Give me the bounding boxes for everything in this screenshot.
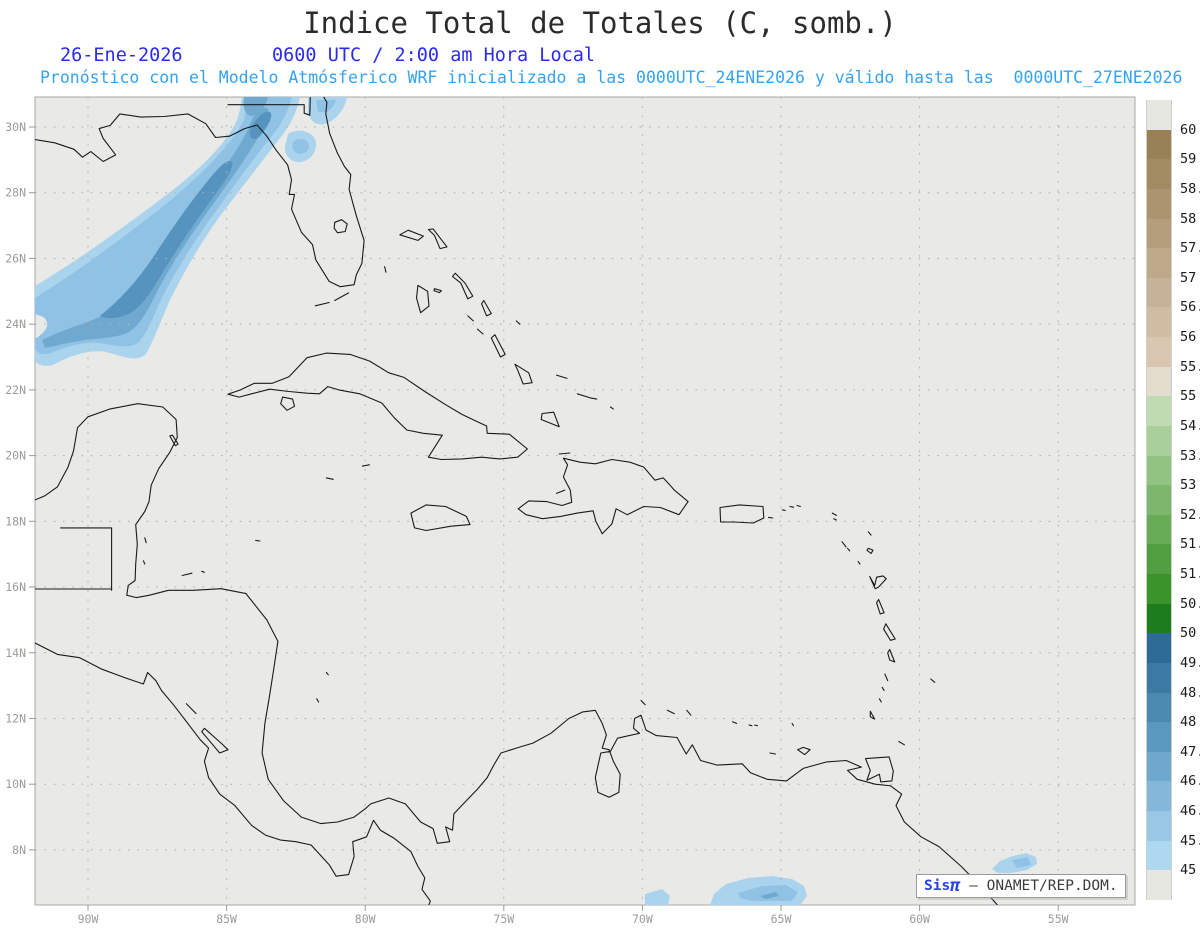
shade-blob [760, 892, 779, 899]
colorbar-segment [1146, 159, 1172, 190]
colorbar-segment [1146, 485, 1172, 516]
pi-icon: π [950, 876, 961, 896]
lat-tick-label: 8N [12, 843, 26, 857]
lon-tick-label: 90W [78, 912, 99, 926]
lon-tick-label: 75W [493, 912, 514, 926]
shade-blob [738, 885, 798, 901]
colorbar-tick-label: 51.8 [1180, 536, 1200, 553]
colorbar-segment [1146, 100, 1172, 131]
colorbar-tick-label: 48 [1180, 714, 1197, 731]
lat-tick-label: 14N [5, 646, 26, 660]
axis-ticks: 30N 28N 26N 24N 22N 20N 18N 16N 14N 12N 10N 8N 90W 85… [5, 120, 1068, 926]
shaded-regions [35, 97, 1037, 905]
valid-date-label: 26-Ene-2026 [60, 45, 183, 66]
colorbar-tick-label: 55.5 [1180, 358, 1200, 375]
colorbar-segment [1146, 633, 1172, 664]
lat-tick-label: 30N [5, 120, 26, 134]
shade-blob [100, 160, 233, 319]
colorbar-tick-label: 58 [1180, 210, 1197, 227]
colorbar-segment [1146, 425, 1172, 457]
lat-tick-label: 26N [5, 251, 26, 265]
colorbar-segment [1146, 307, 1172, 338]
colorbar-tick-label: 47.4 [1180, 743, 1200, 760]
credit-sis: Sis [924, 878, 951, 894]
lat-tick-label: 20N [5, 449, 26, 463]
colorbar-segment [1146, 277, 1172, 308]
colorbar-segment [1146, 751, 1172, 782]
colorbar-tick-label: 50.6 [1180, 595, 1200, 612]
colorbar-segment [1146, 188, 1172, 219]
colorbar-segment [1146, 870, 1172, 901]
colorbar-tick-label: 55 [1180, 388, 1197, 405]
model-info-line: Pronóstico con el Modelo Atmósferico WRF… [40, 68, 1183, 87]
colorbar-tick-label: 58.5 [1180, 180, 1200, 197]
colorbar-tick-label: 51.2 [1180, 566, 1200, 583]
lat-tick-label: 18N [5, 514, 26, 528]
shade-blob [1012, 857, 1031, 868]
colorbar-tick-label: 45 [1180, 862, 1197, 879]
colorbar-tick-label: 50 [1180, 625, 1197, 642]
lon-tick-label: 60W [909, 912, 930, 926]
colorbar-tick-label: 57.5 [1180, 240, 1200, 257]
lat-tick-label: 10N [5, 777, 26, 791]
colorbar-segment [1146, 811, 1172, 842]
coastlines [35, 97, 998, 905]
page-title: Indice Total de Totales (C, somb.) [303, 6, 897, 40]
shade-blob [243, 97, 268, 116]
lat-tick-label: 12N [5, 711, 26, 725]
credit-onamet-label: – ONAMET/REP.DOM. [960, 878, 1118, 894]
colorbar-segment [1146, 722, 1172, 753]
colorbar-segment [1146, 692, 1172, 723]
colorbar-tick-label: 60 [1180, 121, 1197, 138]
map-frame [34, 96, 1136, 906]
graticule [35, 97, 1135, 905]
lon-tick-label: 85W [216, 912, 237, 926]
lat-tick-label: 28N [5, 186, 26, 200]
colorbar-tick-label: 57 [1180, 269, 1197, 286]
colorbar-segment [1146, 248, 1172, 279]
colorbar-segment [1146, 662, 1172, 694]
credit-box: Sis π – ONAMET/REP.DOM. [916, 874, 1126, 898]
lon-tick-label: 80W [355, 912, 376, 926]
colorbar-tick-label: 54.2 [1180, 417, 1200, 434]
shade-blob [292, 138, 309, 154]
colorbar-tick-label: 56.5 [1180, 299, 1200, 316]
colorbar [1146, 100, 1172, 901]
shade-blob [645, 889, 670, 905]
colorbar-tick-label: 48.6 [1180, 684, 1200, 701]
lon-tick-label: 55W [1048, 912, 1069, 926]
colorbar-tick-label: 53.6 [1180, 447, 1200, 464]
colorbar-tick-label: 45.6 [1180, 832, 1200, 849]
colorbar-tick-label: 46.2 [1180, 803, 1200, 820]
lon-tick-label: 65W [771, 912, 792, 926]
colorbar-tick-label: 46.8 [1180, 773, 1200, 790]
lat-tick-label: 16N [5, 580, 26, 594]
colorbar-tick-label: 49.2 [1180, 654, 1200, 671]
lat-tick-label: 24N [5, 317, 26, 331]
colorbar-segment [1146, 840, 1172, 871]
colorbar-tick-label: 52.4 [1180, 506, 1200, 523]
colorbar-segment [1146, 574, 1172, 605]
colorbar-segment [1146, 129, 1172, 160]
colorbar-segment [1146, 544, 1172, 575]
colorbar-segment [1146, 603, 1172, 634]
colorbar-tick-label: 59 [1180, 151, 1197, 168]
colorbar-tick-label: 56 [1180, 329, 1197, 346]
lat-tick-label: 22N [5, 383, 26, 397]
colorbar-segment [1146, 337, 1172, 368]
colorbar-segment [1146, 218, 1172, 249]
shade-blob [249, 111, 272, 139]
colorbar-segment [1146, 781, 1172, 812]
colorbar-segment [1146, 396, 1172, 427]
lon-tick-label: 70W [632, 912, 653, 926]
colorbar-tick-label: 53 [1180, 477, 1197, 494]
colorbar-segment [1146, 455, 1172, 486]
valid-time-label: 0600 UTC / 2:00 am Hora Local [272, 45, 596, 66]
colorbar-segment [1146, 366, 1172, 397]
colorbar-segment [1146, 514, 1172, 545]
